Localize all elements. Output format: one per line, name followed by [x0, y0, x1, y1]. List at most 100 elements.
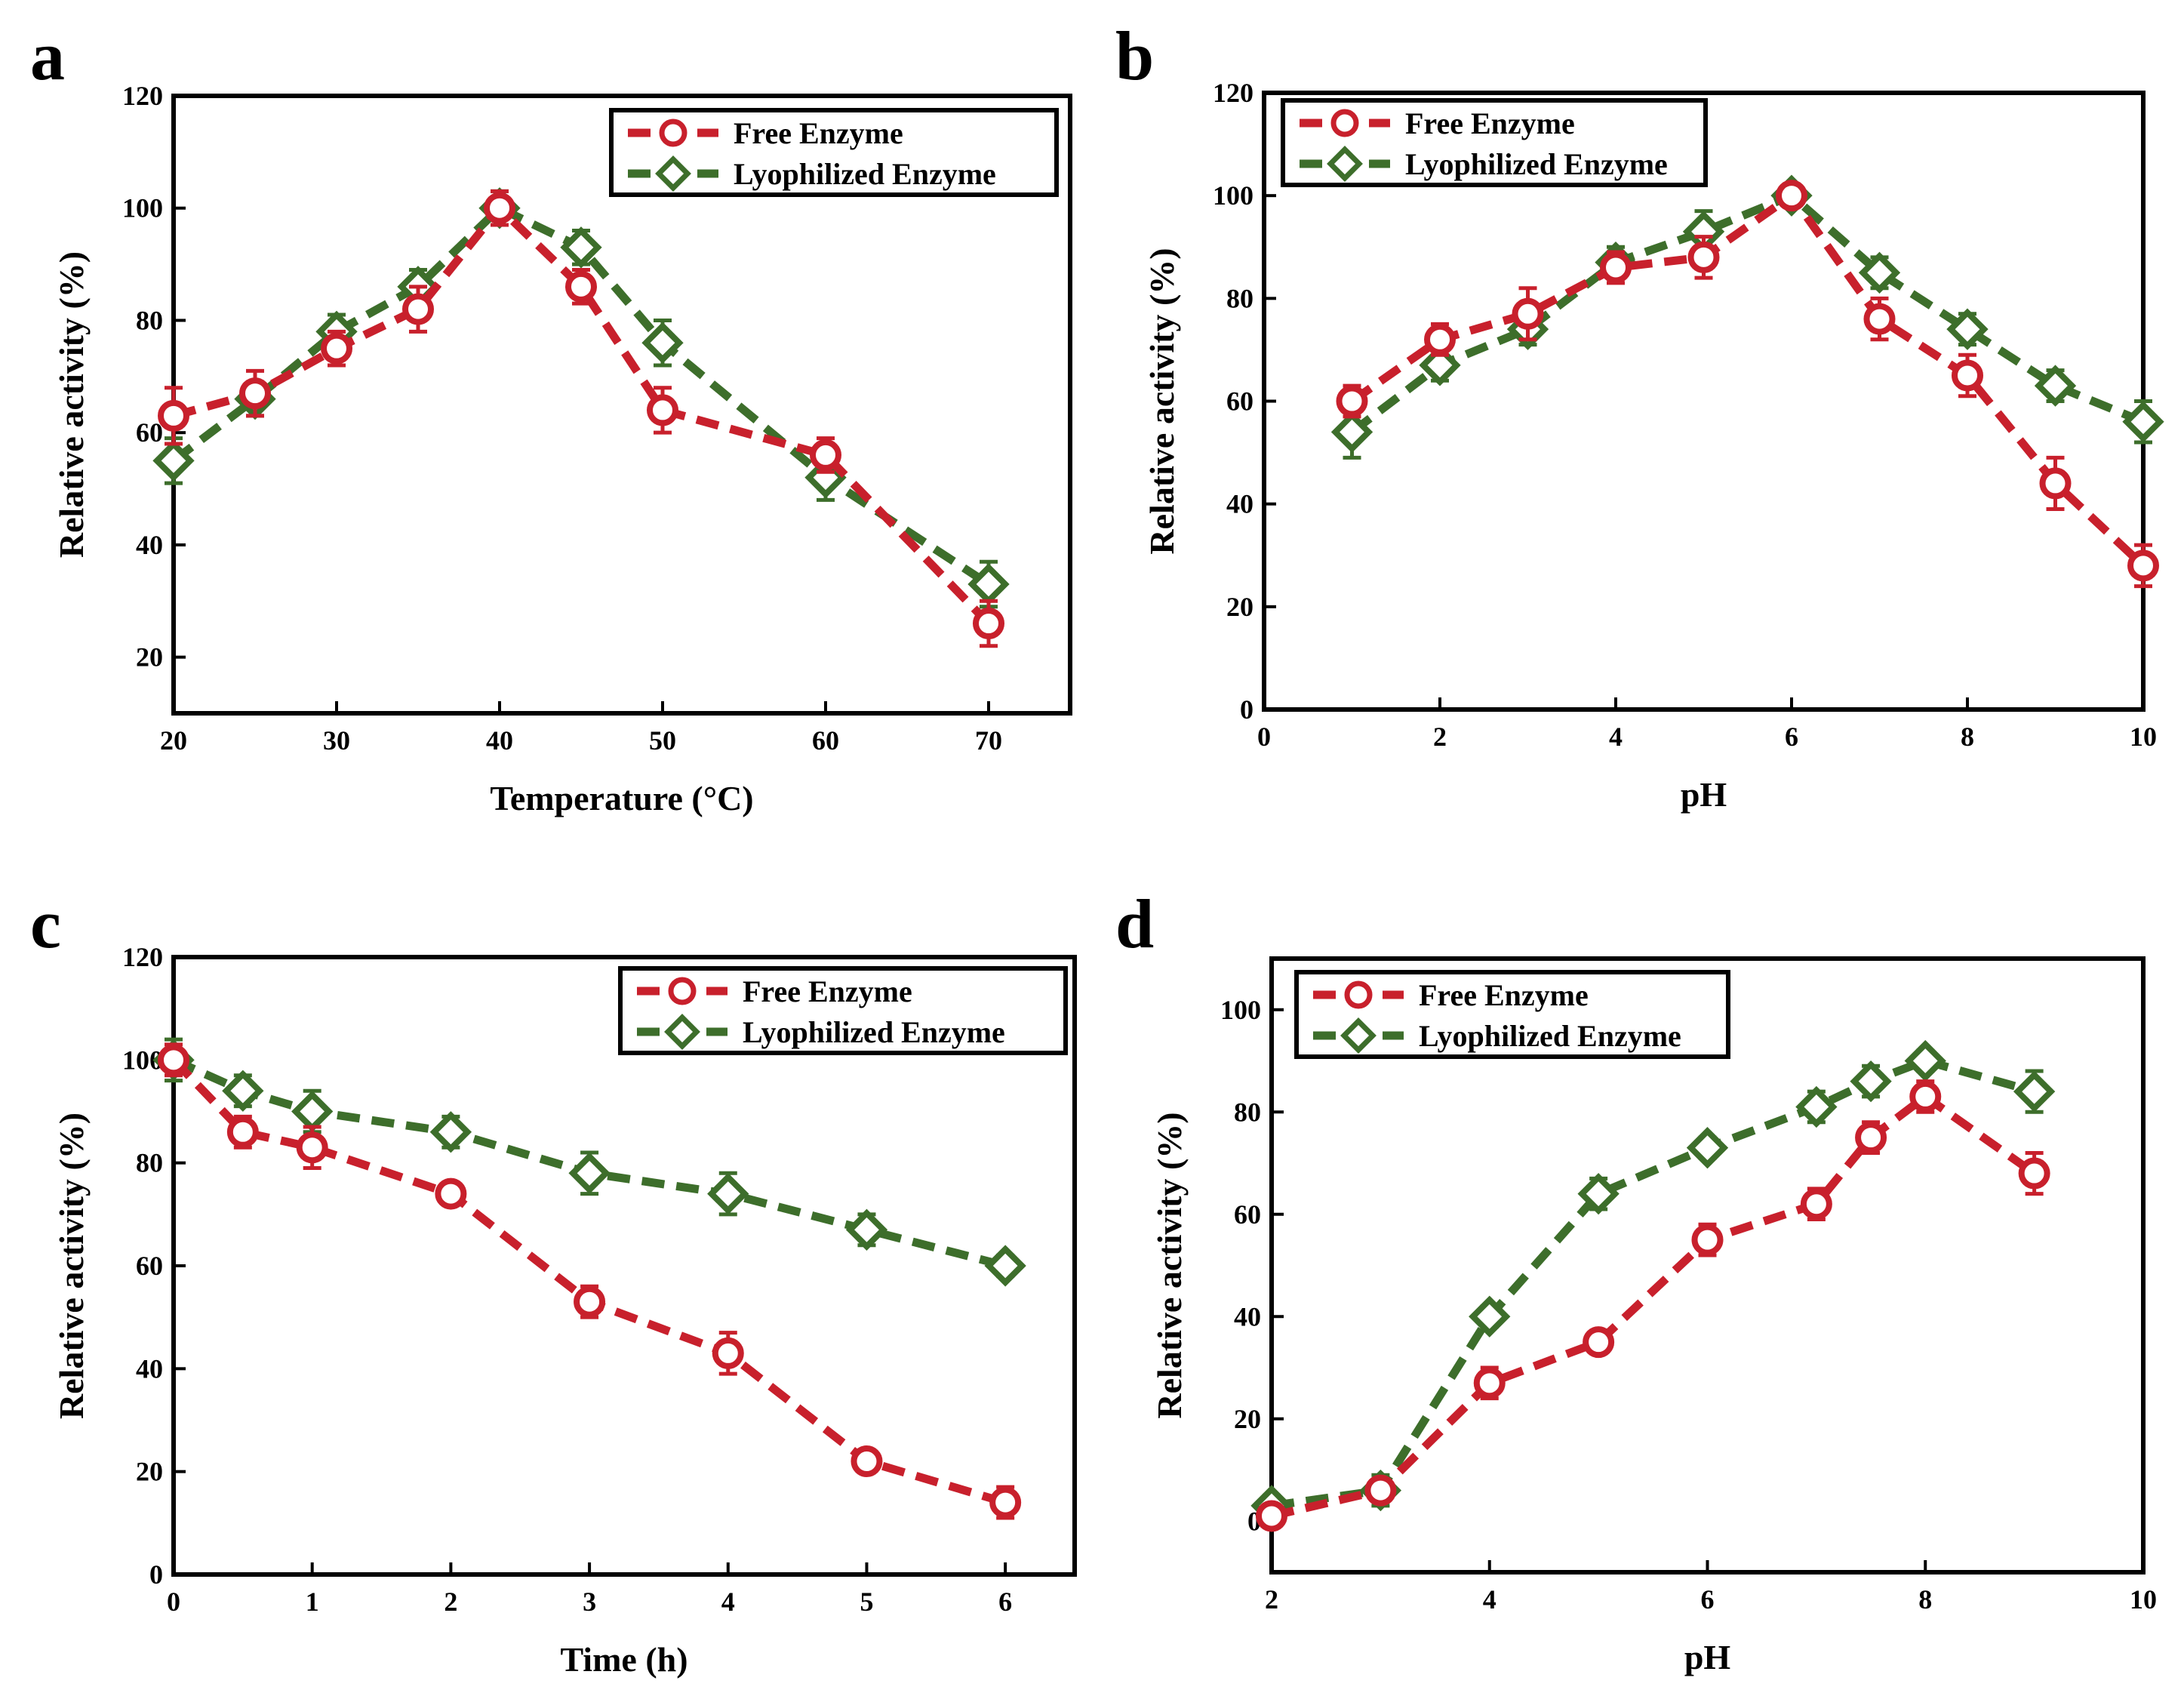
x-tick-label: 5 [860, 1587, 873, 1617]
data-point [647, 394, 678, 426]
data-point [1512, 297, 1544, 330]
data-point [222, 1070, 264, 1112]
y-axis-label: Relative activity (%) [52, 251, 91, 558]
data-point [1473, 1367, 1506, 1399]
data-point [152, 439, 195, 482]
legend-marker [1327, 146, 1363, 182]
data-point [1256, 1500, 1287, 1532]
data-point [484, 192, 515, 224]
data-point [2122, 401, 2164, 443]
y-tick-label: 0 [1240, 694, 1253, 725]
x-tick-label: 50 [649, 725, 676, 756]
x-tick-label: 6 [998, 1587, 1012, 1617]
x-tick-label: 10 [2130, 1584, 2157, 1615]
data-point [321, 332, 352, 365]
x-tick-label: 4 [1609, 722, 1623, 752]
data-point [1330, 411, 1373, 454]
data-point [429, 1111, 472, 1153]
series-line [1349, 191, 2146, 436]
y-tick-label: 60 [1234, 1199, 1261, 1230]
data-point [984, 1245, 1026, 1287]
data-point [1855, 1122, 1887, 1154]
panel-letter: c [30, 885, 61, 962]
legend-label: Free Enzyme [743, 974, 912, 1008]
data-point [1850, 1060, 1892, 1103]
data-point [1577, 1172, 1620, 1215]
data-point [158, 399, 189, 432]
x-axis-label: Temperature (°C) [490, 779, 753, 817]
legend: Free Enzyme Lyophilized Enzyme [1281, 98, 1708, 187]
y-tick-label: 80 [136, 1148, 163, 1178]
series-free-enzyme [1336, 180, 2159, 589]
data-point [1904, 1039, 1946, 1082]
data-point [158, 1044, 189, 1076]
y-tick-label: 80 [136, 305, 163, 335]
data-point [1691, 1224, 1724, 1256]
data-point [565, 270, 597, 303]
x-tick-label: 60 [812, 725, 839, 756]
y-tick-label: 100 [1213, 180, 1253, 211]
series-lyophilized-enzyme [152, 187, 1010, 609]
x-tick-label: 4 [1483, 1584, 1497, 1615]
data-point [845, 1208, 888, 1251]
data-point [989, 1486, 1022, 1519]
data-point [435, 1177, 467, 1210]
panel-letter: a [30, 17, 65, 94]
y-axis-label: Relative activity (%) [52, 1113, 91, 1419]
data-point [1419, 344, 1461, 386]
y-tick-label: 80 [1234, 1097, 1261, 1127]
data-point [560, 226, 602, 269]
x-tick-label: 20 [160, 725, 187, 756]
data-point [2127, 549, 2159, 582]
data-point [1686, 1127, 1729, 1169]
x-tick-label: 1 [306, 1587, 319, 1617]
data-point [402, 293, 434, 325]
data-point [1795, 1085, 1838, 1128]
series-lyophilized-enzyme [1330, 174, 2164, 460]
legend-label: Lyophilized Enzyme [1419, 1019, 1681, 1053]
data-point [296, 1131, 328, 1164]
data-point [851, 1445, 883, 1478]
y-tick-label: 120 [122, 81, 163, 111]
data-point [2018, 1157, 2050, 1190]
data-point [973, 608, 1004, 640]
data-point [1858, 251, 1901, 294]
y-tick-label: 40 [1226, 489, 1253, 519]
x-tick-label: 8 [1918, 1584, 1932, 1615]
legend-marker [1330, 109, 1359, 137]
legend-marker [1344, 980, 1373, 1009]
data-point [1863, 303, 1896, 335]
data-point [1364, 1474, 1397, 1507]
x-tick-label: 70 [975, 725, 1002, 756]
y-tick-label: 20 [1226, 592, 1253, 622]
data-point [707, 1172, 749, 1215]
legend-label: Lyophilized Enzyme [734, 157, 996, 191]
y-tick-label: 60 [1226, 386, 1253, 417]
legend-marker [1340, 1017, 1377, 1054]
data-point [1600, 251, 1632, 284]
data-point [1336, 385, 1368, 417]
series-lyophilized-enzyme [152, 1037, 1026, 1287]
panel-a: a 20 30 40 50 60 70 20 40 60 80 100 120 Temperature (… [30, 17, 1072, 817]
data-point [1776, 180, 1807, 212]
y-axis-label: Relative activity (%) [1150, 1112, 1189, 1418]
y-tick-label: 60 [136, 417, 163, 448]
data-point [1909, 1080, 1942, 1113]
x-tick-label: 3 [583, 1587, 596, 1617]
legend-box [618, 966, 1068, 1055]
legend-marker [655, 155, 691, 192]
x-tick-label: 2 [444, 1587, 457, 1617]
x-tick-label: 6 [1785, 722, 1798, 752]
panel-letter: d [1115, 885, 1154, 962]
x-tick-label: 2 [1265, 1584, 1278, 1615]
y-tick-label: 20 [136, 642, 163, 673]
legend-marker [668, 977, 697, 1005]
y-tick-label: 0 [149, 1559, 163, 1590]
y-tick-label: 40 [136, 530, 163, 560]
x-tick-label: 10 [2130, 722, 2157, 752]
series-line [1271, 1057, 2036, 1510]
panel-letter: b [1115, 17, 1154, 94]
legend: Free Enzyme Lyophilized Enzyme [1294, 970, 1730, 1059]
x-tick-label: 0 [167, 1587, 180, 1617]
